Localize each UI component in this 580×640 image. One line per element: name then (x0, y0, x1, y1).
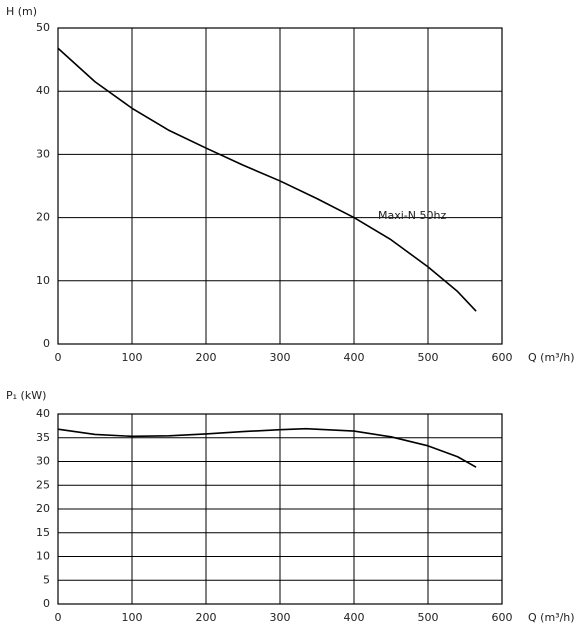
x-tick-label: 0 (55, 351, 62, 364)
y-tick-label: 30 (36, 147, 50, 160)
annotation: Maxi-N 50hz (378, 209, 446, 222)
y-axis-label: P₁ (kW) (6, 389, 46, 402)
y-tick-label: 30 (36, 455, 50, 468)
y-tick-label: 25 (36, 478, 50, 491)
y-tick-label: 10 (36, 274, 50, 287)
y-tick-label: 5 (43, 573, 50, 586)
y-tick-label: 50 (36, 21, 50, 34)
y-tick-label: 40 (36, 407, 50, 420)
y-tick-label: 0 (43, 597, 50, 610)
x-tick-label: 100 (122, 611, 143, 624)
x-tick-label: 300 (270, 611, 291, 624)
y-axis-label: H (m) (6, 5, 37, 18)
x-tick-label: 0 (55, 611, 62, 624)
x-tick-label: 600 (492, 351, 513, 364)
x-tick-label: 400 (344, 611, 365, 624)
y-tick-label: 20 (36, 502, 50, 515)
y-tick-label: 35 (36, 431, 50, 444)
curve (57, 47, 477, 312)
y-tick-label: 20 (36, 211, 50, 224)
x-tick-label: 500 (418, 611, 439, 624)
x-tick-label: 500 (418, 351, 439, 364)
y-tick-label: 10 (36, 550, 50, 563)
x-axis-label: Q (m³/h) (528, 611, 575, 624)
x-tick-label: 600 (492, 611, 513, 624)
x-tick-label: 200 (196, 351, 217, 364)
curve (57, 427, 477, 468)
x-tick-label: 100 (122, 351, 143, 364)
y-tick-label: 0 (43, 337, 50, 350)
x-axis-label: Q (m³/h) (528, 351, 575, 364)
y-tick-label: 15 (36, 526, 50, 539)
x-tick-label: 400 (344, 351, 365, 364)
plot-frame (57, 413, 503, 605)
x-tick-label: 300 (270, 351, 291, 364)
x-tick-label: 200 (196, 611, 217, 624)
plot-frame (57, 27, 503, 345)
y-tick-label: 40 (36, 84, 50, 97)
